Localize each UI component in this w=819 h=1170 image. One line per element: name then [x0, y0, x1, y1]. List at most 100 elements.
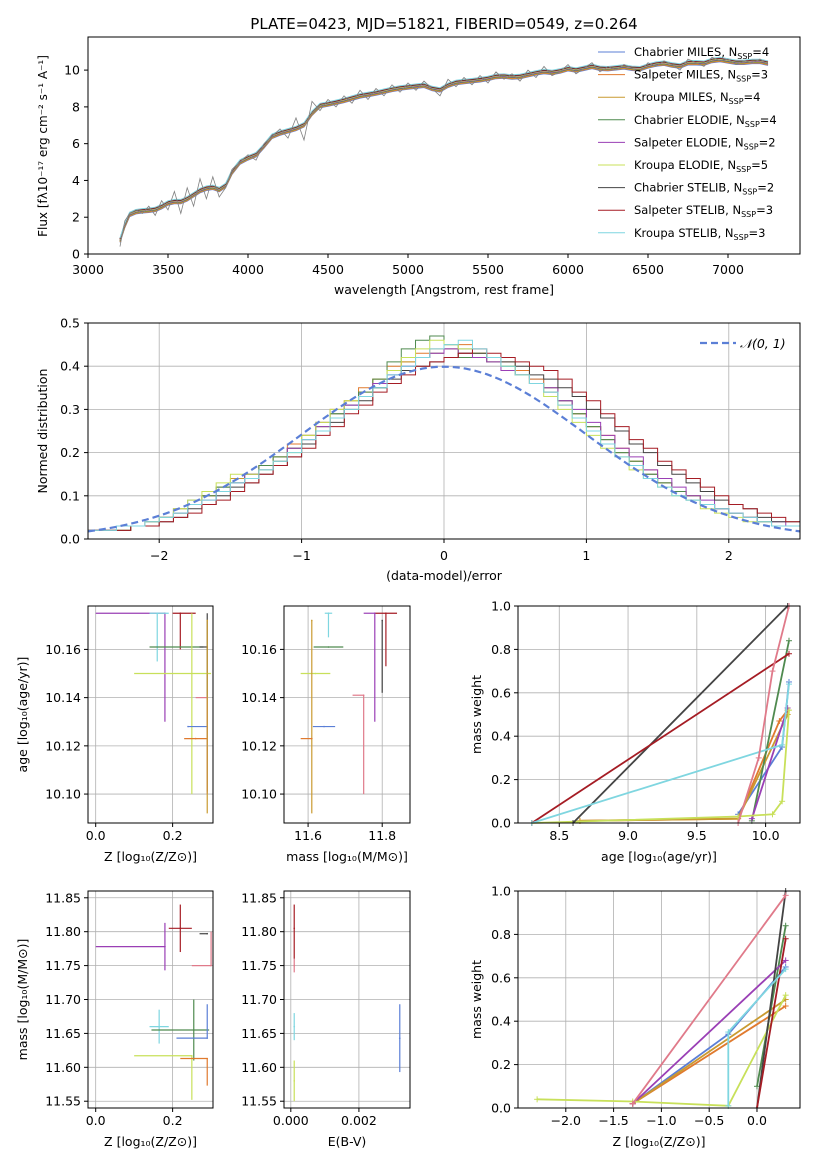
x-axis-label: age [log₁₀(age/yr)]: [601, 849, 717, 864]
x-tick-label: 4000: [232, 262, 264, 277]
x-tick-label: 7000: [712, 262, 744, 277]
spectrum-title: PLATE=0423, MJD=51821, FIBERID=0549, z=0…: [250, 15, 637, 33]
y-tick-label: 0.5: [60, 316, 80, 331]
data-point: [206, 1037, 209, 1039]
data-point: [293, 1080, 296, 1082]
y-tick-label: 11.80: [45, 924, 81, 939]
spectrum-legend: Chabrier MILES, NSSP=4 Salpeter MILES, NS…: [598, 45, 777, 242]
data-point: [362, 694, 365, 697]
mass-weight-line: [756, 890, 787, 1109]
data-point: [310, 737, 313, 740]
x-tick-label: 0.0: [86, 1113, 106, 1128]
data-point: [323, 725, 325, 728]
data-point: [373, 612, 376, 615]
y-tick-label: 0.4: [491, 1014, 511, 1029]
plot-area: [95, 904, 212, 1100]
legend-label: Chabrier MILES, NSSP=4: [634, 45, 769, 61]
y-tick-label: 11.60: [241, 1060, 277, 1075]
data-point: [210, 964, 212, 967]
data-point: [191, 672, 193, 675]
data-point: [192, 1029, 195, 1031]
y-tick-label: 0.2: [60, 445, 80, 460]
y-tick-label: 1.0: [491, 599, 511, 614]
axes-frame: [517, 605, 801, 824]
data-point: [194, 737, 197, 740]
x-tick-label: 11.8: [368, 828, 396, 843]
residuals-xlabel: (data-model)/error: [386, 568, 503, 583]
data-point: [327, 612, 330, 615]
y-tick-label: 0.6: [491, 685, 511, 700]
plot-area: [95, 612, 212, 814]
axes-frame: [517, 890, 801, 1109]
y-tick-label: 11.85: [241, 890, 277, 905]
y-tick-label: 11.65: [241, 1026, 277, 1041]
mass-weight-line: [631, 894, 787, 1105]
y-tick-label: 0.2: [491, 1057, 511, 1072]
y-tick-label: 10.16: [45, 642, 81, 657]
mass-weight-line: [531, 652, 790, 824]
x-tick-label: 9.5: [687, 828, 707, 843]
data-point: [327, 646, 330, 648]
gaussian-reference-curve: [87, 365, 801, 533]
grid-lines: [88, 891, 213, 1108]
grid-lines: [284, 606, 410, 823]
mass-weight-line: [632, 998, 787, 1105]
data-point: [164, 945, 166, 948]
data-point: [179, 612, 182, 615]
mass-weight-line: [537, 994, 787, 1107]
y-tick-label: 10.12: [45, 738, 81, 753]
x-tick-label: 5500: [472, 262, 504, 277]
x-axis-label: E(B-V): [328, 1134, 367, 1149]
y-tick-label: 11.70: [45, 992, 81, 1007]
residuals-legend: 𝒩(0, 1): [700, 336, 786, 351]
model-spectrum-line: [119, 57, 769, 240]
y-tick-label: 0.1: [60, 488, 80, 503]
x-tick-label: −2.0: [551, 1113, 581, 1128]
data-point: [293, 964, 296, 967]
y-tick-label: 11.85: [45, 890, 81, 905]
x-tick-label: 10.0: [752, 828, 780, 843]
model-spectrum-line: [119, 58, 769, 241]
x-tick-label: −1.5: [598, 1113, 628, 1128]
data-point: [381, 619, 384, 622]
mass-weight-line: [632, 959, 787, 1105]
mass-vs-metallicity-panel: 0.0 0.2 11.55 11.60 11.65 11.70 11.75 11.80 11.8…: [15, 890, 214, 1149]
residuals-ylabel: Normed distribution: [35, 369, 50, 494]
data-point: [187, 725, 189, 728]
legend-label: Salpeter MILES, NSSP=3: [634, 68, 768, 84]
y-tick-label: 10.10: [45, 787, 81, 802]
data-point: [398, 1037, 401, 1039]
x-axis-label: mass [log₁₀(M/M⊙)]: [286, 849, 408, 864]
x-tick-label: 5000: [392, 262, 424, 277]
age-vs-metallicity-panel: 0.0 0.2 10.10 10.12 10.14 10.16 Z [log₁₀(Z/Z⊙)…: [15, 605, 214, 864]
plot-area: [534, 888, 789, 1111]
y-tick-label: 10.10: [241, 787, 277, 802]
x-tick-label: −1: [292, 548, 310, 563]
y-tick-label: 11.70: [241, 992, 277, 1007]
y-tick-label: 0.6: [491, 970, 511, 985]
y-tick-label: 0.0: [491, 1101, 511, 1116]
y-tick-label: 0.8: [491, 927, 511, 942]
y-tick-label: 11.65: [45, 1026, 81, 1041]
y-tick-label: 0: [72, 247, 80, 262]
data-point: [179, 927, 182, 930]
y-tick-label: 2: [72, 210, 80, 225]
data-spectrum-line: [119, 56, 769, 247]
y-tick-label: 0.2: [491, 772, 511, 787]
massweight-vs-age-panel: 8.5 9.0 9.5 10.0 0.0 0.2 0.4 0.6 0.8 1.0 age [log₁…: [469, 599, 801, 864]
y-tick-label: 0.0: [491, 816, 511, 831]
grid-lines: [284, 891, 410, 1108]
ticks: −2.0 −1.5 −1.0 −0.5 0.0 0.0 0.2 0.4 0.6 0.8 1.0: [491, 884, 767, 1129]
plot-area: [293, 904, 401, 1102]
y-tick-label: 0.3: [60, 402, 80, 417]
data-point: [171, 672, 174, 675]
ticks: 0.0 0.2 11.55 11.60 11.65 11.70 11.75 11.80 11.8…: [45, 890, 182, 1128]
x-tick-label: 9.0: [618, 828, 638, 843]
age-vs-mass-panel: 11.6 11.8 10.10 10.12 10.14 10.16 mass [log₁₀(…: [241, 605, 411, 864]
mass-weight-line: [751, 707, 789, 819]
legend-label: Kroupa ELODIE, NSSP=5: [634, 158, 768, 174]
x-tick-label: 0.0: [86, 828, 106, 843]
x-tick-label: 6000: [552, 262, 584, 277]
data-point: [158, 1025, 160, 1028]
histogram-step-line: [88, 348, 800, 531]
